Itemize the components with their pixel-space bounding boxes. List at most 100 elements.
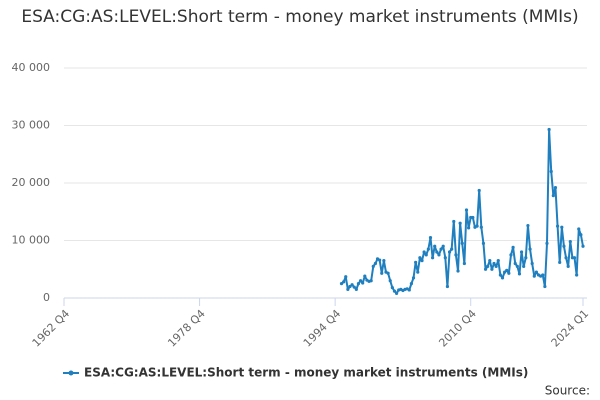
y-tick-label: 20 000	[12, 176, 51, 189]
point	[579, 233, 583, 237]
point	[464, 208, 469, 212]
point	[414, 260, 418, 264]
point	[430, 256, 435, 260]
legend-marker	[68, 370, 74, 376]
point	[568, 240, 572, 244]
point	[562, 244, 566, 248]
y-tick-label: 30 000	[12, 119, 51, 132]
point	[394, 291, 399, 295]
point	[467, 226, 471, 230]
point	[534, 270, 538, 274]
point	[358, 279, 363, 283]
point	[350, 283, 354, 287]
point	[541, 273, 545, 277]
chart-title: ESA:CG:AS:LEVEL:Short term - money marke…	[21, 7, 579, 27]
point	[572, 256, 577, 260]
point	[439, 247, 443, 251]
point	[416, 270, 420, 274]
point	[503, 270, 507, 274]
point	[460, 241, 464, 245]
point	[575, 273, 579, 277]
point	[483, 267, 488, 271]
point	[549, 169, 553, 174]
point	[433, 244, 437, 248]
point	[528, 247, 532, 251]
point	[560, 225, 564, 229]
point	[454, 253, 458, 257]
point	[458, 221, 462, 225]
x-tick-label: 2024 Q1	[549, 307, 592, 350]
point	[505, 268, 509, 272]
point	[577, 227, 581, 231]
point	[566, 264, 570, 268]
point	[450, 247, 454, 251]
point	[424, 253, 428, 257]
point	[420, 259, 424, 263]
point	[356, 282, 361, 286]
point	[488, 259, 492, 263]
point	[522, 264, 526, 268]
point	[519, 250, 524, 254]
point	[547, 127, 551, 132]
point	[490, 267, 494, 271]
point	[369, 279, 373, 283]
point	[447, 250, 452, 254]
point	[348, 284, 352, 289]
point	[452, 219, 456, 224]
point	[422, 250, 426, 254]
point	[386, 271, 390, 275]
point	[418, 256, 422, 260]
point	[435, 250, 439, 254]
point	[517, 272, 522, 276]
x-tick-label: 2010 Q4	[436, 307, 479, 350]
point	[524, 256, 528, 260]
point	[462, 261, 466, 266]
point	[456, 269, 460, 273]
y-tick-label: 10 000	[12, 234, 51, 247]
point	[342, 280, 346, 284]
point	[492, 261, 496, 266]
point	[445, 284, 450, 289]
point	[382, 259, 386, 263]
point	[532, 274, 536, 278]
point	[553, 186, 558, 190]
series-line	[340, 128, 584, 295]
point	[363, 274, 367, 278]
point	[507, 271, 511, 275]
source: Source:	[545, 384, 590, 398]
point	[371, 264, 375, 268]
point	[509, 253, 513, 257]
point	[409, 282, 414, 286]
point	[481, 241, 486, 245]
point	[526, 223, 530, 228]
point	[555, 224, 560, 228]
point	[344, 275, 348, 279]
point	[407, 288, 411, 292]
point	[475, 224, 479, 228]
point	[515, 264, 519, 268]
point	[471, 215, 475, 220]
point	[380, 271, 384, 275]
x-tick-label: 1994 Q4	[301, 307, 344, 350]
point	[511, 245, 515, 249]
point	[346, 287, 350, 291]
point	[486, 264, 490, 268]
point	[428, 236, 433, 240]
point	[564, 256, 568, 260]
point	[378, 258, 382, 262]
point	[543, 284, 547, 289]
point	[581, 244, 585, 248]
x-tick-label: 1962 Q4	[30, 307, 73, 350]
point	[339, 282, 344, 286]
point	[441, 244, 445, 248]
point	[530, 261, 534, 266]
y-tick-label: 0	[43, 291, 50, 304]
point	[500, 276, 505, 280]
point	[498, 273, 502, 277]
point	[443, 256, 447, 260]
point	[411, 276, 416, 280]
point	[354, 287, 358, 291]
point	[551, 194, 555, 198]
